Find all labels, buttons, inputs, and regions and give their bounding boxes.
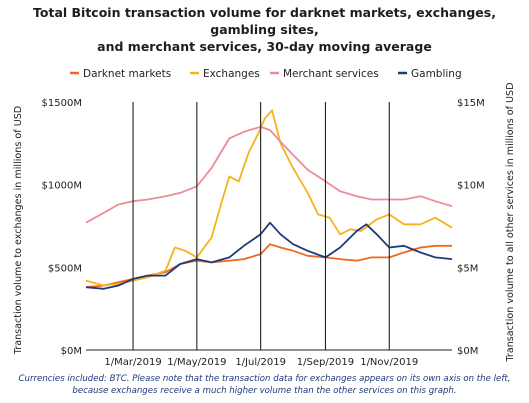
x-tick-label: 1/Nov/2019 [360,357,418,368]
x-tick-label: 1/May/2019 [167,357,226,368]
series-line-merchant-services [85,125,453,224]
legend-label: Merchant services [283,68,379,80]
series-line-exchanges [85,109,453,287]
legend-label: Darknet markets [83,68,171,80]
chart-title-line-2: and merchant services, 30-day moving ave… [97,39,432,54]
y-left-tick-label: $1000M [42,181,82,192]
chart-title-line-1: Total Bitcoin transaction volume for dar… [33,5,496,37]
footnote-line-2: because exchanges receive a much higher … [72,386,457,396]
legend-label: Gambling [411,68,462,80]
x-tick-label: 1/Mar/2019 [104,357,161,368]
series-line-darknet-markets [85,243,452,289]
footnote-line-1: Currencies included: BTC. Please note th… [18,374,511,384]
y-right-axis-title: Transaction volume to all other services… [505,82,516,362]
x-tick-label: 1/Jul/2019 [235,357,286,368]
y-right-tick-label: $10M [457,181,485,192]
y-right-tick-label: $15M [457,98,485,109]
x-tick-label: 1/Sep/2019 [297,357,354,368]
y-left-tick-label: $500M [48,263,82,274]
y-left-axis-title: Transaction volume to exchanges in milli… [13,106,24,355]
series-line-gambling [85,221,453,290]
legend-label: Exchanges [203,68,260,80]
y-right-tick-label: $5M [457,263,478,274]
chart-title: Total Bitcoin transaction volume for dar… [0,4,529,55]
y-right-tick-label: $0M [457,346,478,357]
y-left-tick-label: $1500M [42,98,82,109]
y-left-tick-label: $0M [61,346,82,357]
footnote: Currencies included: BTC. Please note th… [0,373,529,397]
